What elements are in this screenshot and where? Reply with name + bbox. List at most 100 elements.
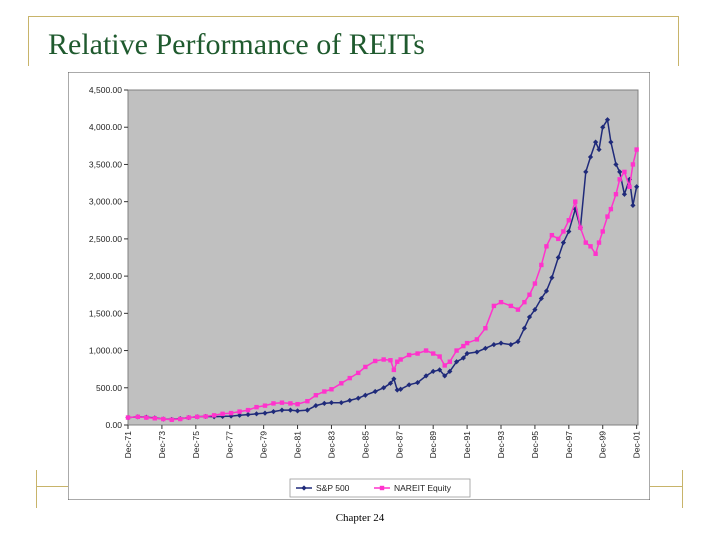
data-point-nareit-equity — [347, 375, 352, 381]
data-point-s-p-500 — [498, 340, 504, 346]
data-point-s-p-500 — [430, 368, 436, 374]
data-point-s-p-500 — [560, 240, 566, 246]
data-point-s-p-500 — [515, 339, 521, 345]
data-point-nareit-equity — [254, 404, 259, 410]
data-point-nareit-equity — [634, 147, 639, 152]
data-point-nareit-equity — [295, 401, 300, 407]
data-point-s-p-500 — [583, 169, 589, 175]
data-point-s-p-500 — [572, 206, 578, 212]
data-point-s-p-500 — [321, 400, 327, 407]
y-tick-label: 2,500.00 — [89, 234, 122, 244]
data-point-s-p-500 — [482, 345, 489, 351]
data-point-nareit-equity — [583, 240, 588, 245]
y-tick-label: 2,000.00 — [89, 271, 122, 281]
data-point-nareit-equity — [373, 358, 378, 364]
data-point-s-p-500 — [508, 342, 514, 348]
chart-series-layer — [125, 117, 640, 423]
data-point-nareit-equity — [605, 214, 610, 219]
data-point-nareit-equity — [203, 414, 208, 419]
data-point-nareit-equity — [556, 236, 561, 242]
data-point-s-p-500 — [604, 117, 611, 123]
data-point-nareit-equity — [322, 389, 327, 394]
data-point-nareit-equity — [313, 393, 319, 398]
data-point-nareit-equity — [491, 303, 497, 309]
data-point-nareit-equity — [237, 409, 242, 414]
x-tick-label: Dec-77 — [225, 431, 235, 459]
data-point-nareit-equity — [329, 387, 334, 392]
y-tick-label: 500.00 — [96, 383, 122, 393]
data-point-nareit-equity — [454, 348, 459, 353]
data-point-s-p-500 — [253, 411, 260, 417]
data-point-s-p-500 — [372, 388, 378, 395]
data-point-s-p-500 — [294, 408, 301, 414]
x-tick-label: Dec-89 — [428, 431, 438, 459]
data-point-s-p-500 — [608, 139, 614, 145]
data-point-nareit-equity — [161, 416, 166, 422]
data-point-s-p-500 — [447, 368, 453, 374]
data-point-s-p-500 — [398, 386, 404, 392]
data-point-s-p-500 — [543, 288, 550, 294]
data-point-s-p-500 — [347, 397, 353, 404]
legend-label-nareit-equity: NAREIT Equity — [394, 483, 452, 493]
data-point-nareit-equity — [437, 354, 442, 359]
data-point-nareit-equity — [627, 184, 632, 189]
legend-label-s-p-500: S&P 500 — [316, 483, 350, 493]
data-point-nareit-equity — [630, 162, 636, 167]
data-point-s-p-500 — [532, 307, 538, 313]
x-tick-label: Dec-79 — [259, 431, 269, 459]
data-point-nareit-equity — [539, 262, 544, 268]
data-point-nareit-equity — [388, 358, 393, 363]
data-point-nareit-equity — [262, 403, 268, 408]
data-point-nareit-equity — [228, 410, 234, 416]
data-point-nareit-equity — [447, 359, 453, 364]
legend-swatch-marker-nareit-equity — [379, 485, 385, 491]
x-tick-label: Dec-71 — [123, 431, 133, 459]
data-point-s-p-500 — [442, 373, 448, 379]
data-point-s-p-500 — [414, 379, 421, 386]
data-point-nareit-equity — [600, 229, 605, 234]
data-point-s-p-500 — [593, 139, 599, 145]
data-point-nareit-equity — [178, 416, 183, 422]
data-point-s-p-500 — [491, 342, 497, 348]
frame-line-bottom-left-vertical — [36, 470, 37, 508]
data-point-s-p-500 — [262, 410, 268, 416]
y-tick-label: 1,000.00 — [89, 346, 122, 356]
data-point-s-p-500 — [328, 400, 335, 406]
data-point-s-p-500 — [387, 380, 394, 386]
chart-axes: 0.00 500.00 1,000.00 1,500.00 2,000.00 2,500.… — [89, 85, 642, 458]
data-point-s-p-500 — [338, 400, 344, 406]
data-point-nareit-equity — [211, 413, 217, 418]
data-point-s-p-500 — [630, 202, 636, 208]
x-tick-label: Dec-73 — [157, 431, 167, 459]
x-tick-label: Dec-99 — [598, 431, 608, 459]
series-nareit-equity — [125, 147, 639, 422]
slide-title: Relative Performance of REITs — [48, 28, 425, 61]
y-tick-label: 0.00 — [105, 420, 122, 430]
y-tick-label: 4,000.00 — [89, 122, 122, 132]
data-point-nareit-equity — [363, 364, 368, 370]
data-point-s-p-500 — [313, 403, 319, 409]
frame-line-right — [678, 16, 679, 66]
x-tick-label: Dec-93 — [496, 431, 506, 459]
x-tick-label: Dec-87 — [394, 431, 404, 459]
slide-footer: Chapter 24 — [335, 512, 385, 524]
y-tick-label: 4,500.00 — [89, 85, 122, 95]
data-point-nareit-equity — [279, 400, 285, 405]
data-point-nareit-equity — [186, 415, 191, 420]
data-point-nareit-equity — [135, 414, 141, 420]
data-point-nareit-equity — [288, 401, 293, 406]
data-point-nareit-equity — [381, 357, 386, 362]
data-point-s-p-500 — [437, 367, 443, 373]
data-point-nareit-equity — [515, 307, 521, 312]
data-point-s-p-500 — [245, 411, 251, 418]
data-point-nareit-equity — [532, 281, 538, 286]
data-point-s-p-500 — [279, 407, 285, 413]
data-point-nareit-equity — [169, 417, 174, 422]
data-point-s-p-500 — [617, 169, 623, 175]
legend-swatch-marker-s-p-500 — [301, 485, 307, 491]
data-point-s-p-500 — [621, 191, 628, 197]
data-point-nareit-equity — [608, 206, 614, 212]
data-point-nareit-equity — [617, 177, 622, 182]
performance-chart: 0.00 500.00 1,000.00 1,500.00 2,000.00 2,500.… — [68, 72, 650, 500]
x-tick-label: Dec-75 — [191, 431, 201, 459]
